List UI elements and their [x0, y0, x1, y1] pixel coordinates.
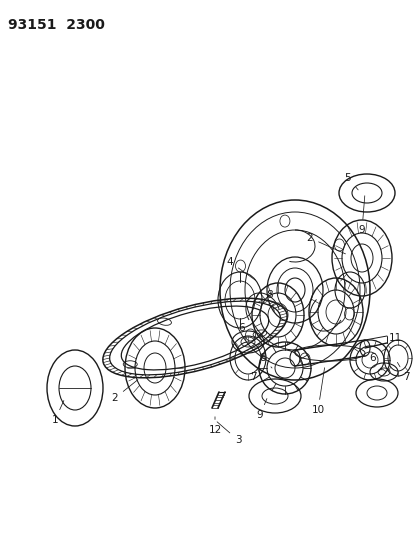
- Text: 9: 9: [256, 399, 266, 420]
- Text: 93151  2300: 93151 2300: [8, 18, 104, 32]
- Text: 8: 8: [259, 353, 271, 368]
- Text: 1: 1: [52, 400, 64, 425]
- Text: 7: 7: [396, 362, 408, 382]
- Text: 2: 2: [306, 233, 344, 254]
- Text: 6: 6: [369, 353, 381, 370]
- Text: 3: 3: [216, 422, 241, 445]
- Text: 9: 9: [358, 196, 364, 235]
- Text: 10: 10: [311, 368, 324, 415]
- Text: 8: 8: [266, 290, 274, 311]
- Text: 7: 7: [249, 372, 256, 382]
- Text: 6: 6: [238, 323, 245, 340]
- Text: 5: 5: [344, 173, 357, 190]
- Text: 4: 4: [226, 257, 255, 280]
- Text: 12: 12: [208, 417, 221, 435]
- Text: 2: 2: [112, 379, 138, 403]
- Text: 11: 11: [384, 333, 401, 350]
